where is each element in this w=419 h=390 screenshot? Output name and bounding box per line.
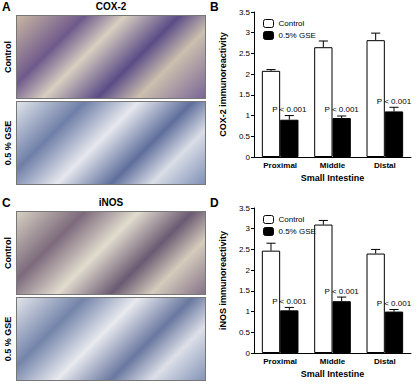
svg-text:P < 0.001: P < 0.001 [324, 287, 359, 296]
svg-text:1.5: 1.5 [239, 286, 251, 295]
html-text:D: D [210, 196, 219, 210]
svg-text:P < 0.001: P < 0.001 [324, 105, 359, 114]
svg-text:P < 0.001: P < 0.001 [272, 297, 307, 306]
svg-text:iNOS immunoreactivity: iNOS immunoreactivity [218, 231, 228, 330]
html-text:iNOS: iNOS [98, 197, 124, 208]
svg-text:Distal: Distal [374, 357, 396, 366]
html-text:C: C [2, 196, 11, 210]
svg-text:2.5: 2.5 [239, 245, 251, 254]
svg-text:Middle: Middle [320, 357, 346, 366]
svg-text:2.5: 2.5 [239, 49, 251, 58]
html-text:0.5 % GSE: 0.5 % GSE [3, 316, 13, 362]
svg-text:0: 0 [246, 349, 251, 358]
html-text:A: A [2, 0, 11, 14]
svg-text:Proximal: Proximal [263, 357, 297, 366]
svg-text:Middle: Middle [320, 161, 346, 170]
svg-text:0.5% GSE: 0.5% GSE [279, 227, 316, 236]
html-text:Control: Control [3, 41, 13, 73]
svg-text:Distal: Distal [374, 161, 396, 170]
svg-text:P < 0.001: P < 0.001 [272, 105, 307, 114]
svg-text:P < 0.001: P < 0.001 [377, 299, 412, 308]
html-text:COX-2: COX-2 [95, 1, 127, 12]
svg-text:3: 3 [246, 28, 251, 37]
svg-text:Control: Control [279, 215, 305, 224]
svg-text:1: 1 [246, 307, 251, 316]
svg-text:3: 3 [246, 224, 251, 233]
html-text:Control: Control [3, 237, 13, 269]
svg-text:P < 0.001: P < 0.001 [377, 97, 412, 106]
svg-text:1.5: 1.5 [239, 90, 251, 99]
svg-text:Small Intestine: Small Intestine [301, 173, 365, 183]
svg-text:3.5: 3.5 [239, 8, 251, 17]
svg-text:0.5% GSE: 0.5% GSE [279, 31, 316, 40]
svg-text:Proximal: Proximal [263, 161, 297, 170]
svg-text:Control: Control [279, 19, 305, 28]
svg-text:1: 1 [246, 111, 251, 120]
svg-text:Small Intestine: Small Intestine [301, 369, 365, 379]
svg-text:0.5: 0.5 [239, 132, 251, 141]
svg-text:COX-2 immunoreactivity: COX-2 immunoreactivity [218, 32, 228, 137]
svg-text:2: 2 [246, 266, 251, 275]
svg-text:0: 0 [246, 153, 251, 162]
html-text:B: B [210, 0, 219, 14]
svg-text:2: 2 [246, 70, 251, 79]
svg-text:3.5: 3.5 [239, 204, 251, 213]
svg-text:0.5: 0.5 [239, 328, 251, 337]
html-text:0.5 % GSE: 0.5 % GSE [3, 120, 13, 166]
